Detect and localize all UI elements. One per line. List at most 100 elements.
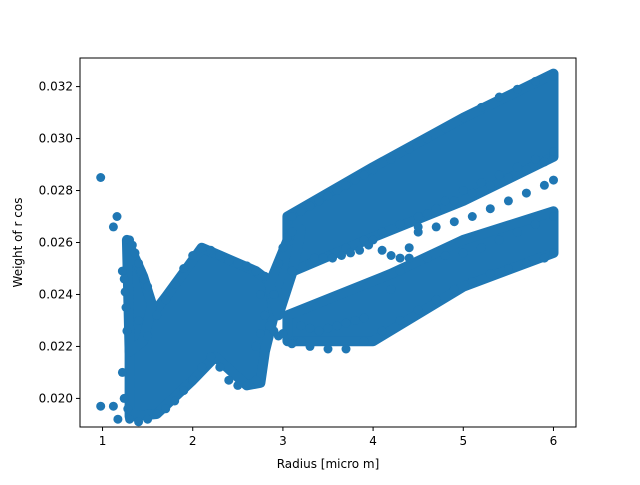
data-point	[440, 251, 450, 260]
data-point	[476, 102, 486, 112]
data-point	[359, 313, 369, 323]
data-point	[136, 266, 146, 276]
data-point	[96, 401, 106, 411]
data-point	[431, 222, 441, 232]
data-point	[134, 316, 144, 325]
data-point	[161, 295, 171, 305]
data-point	[549, 71, 558, 81]
data-point	[476, 178, 486, 188]
data-point	[359, 336, 369, 346]
y-tick-label: 0.028	[39, 184, 73, 198]
x-tick-label: 5	[459, 434, 467, 448]
data-point	[206, 352, 216, 362]
y-tick-label: 0.032	[39, 80, 73, 94]
data-point	[161, 404, 171, 414]
data-point	[476, 243, 486, 253]
data-point	[255, 329, 265, 338]
data-point	[305, 323, 315, 333]
x-tick-label: 6	[550, 434, 558, 448]
data-point	[305, 201, 315, 211]
data-point	[197, 243, 207, 253]
data-point	[127, 240, 137, 250]
data-point	[458, 186, 468, 195]
data-point	[108, 401, 118, 411]
data-point	[458, 113, 468, 123]
data-point	[143, 331, 153, 341]
data-point	[188, 375, 198, 385]
data-point	[264, 321, 274, 331]
data-point	[179, 264, 189, 273]
data-point	[413, 227, 423, 237]
data-point	[206, 245, 216, 255]
data-point	[314, 326, 324, 336]
data-point	[287, 212, 297, 221]
x-tick-label: 1	[99, 434, 107, 448]
data-point	[323, 191, 333, 201]
data-point	[287, 339, 297, 349]
data-point	[319, 253, 328, 263]
data-point	[287, 266, 297, 276]
y-tick-label: 0.020	[39, 391, 73, 405]
x-tick-label: 4	[369, 434, 377, 448]
data-point	[503, 173, 513, 182]
data-point	[323, 323, 333, 333]
data-point	[130, 248, 140, 258]
data-points	[96, 71, 558, 427]
data-point	[440, 123, 450, 133]
data-point	[233, 258, 243, 268]
x-axis-ticks: 1 2 3 4 5 6	[99, 427, 558, 448]
data-point	[337, 251, 346, 260]
data-point	[549, 147, 558, 156]
data-point	[494, 170, 504, 180]
data-point	[494, 235, 504, 245]
data-point	[485, 180, 495, 190]
data-point	[117, 367, 127, 377]
data-point	[539, 253, 549, 263]
data-point	[296, 321, 306, 331]
data-point	[134, 258, 144, 268]
data-point	[449, 196, 459, 206]
data-point	[260, 310, 270, 320]
data-point	[458, 248, 468, 258]
data-point	[512, 84, 522, 94]
data-point	[242, 380, 252, 390]
data-point	[121, 303, 131, 312]
data-point	[485, 204, 495, 214]
data-point	[521, 165, 531, 175]
data-point	[224, 375, 234, 385]
data-point	[341, 344, 351, 354]
data-point	[431, 295, 441, 305]
data-point	[395, 219, 405, 229]
data-point	[170, 396, 180, 406]
data-point	[404, 243, 414, 253]
x-axis-label: Radius [micro m]	[277, 457, 380, 471]
data-point	[143, 282, 153, 292]
data-point	[494, 92, 504, 102]
data-point	[503, 264, 513, 273]
data-point	[512, 227, 522, 237]
data-point	[386, 284, 396, 294]
data-point	[404, 144, 414, 154]
data-point	[197, 362, 207, 372]
y-tick-label: 0.022	[39, 339, 73, 353]
data-point	[346, 248, 355, 258]
data-point	[341, 318, 351, 328]
data-point	[278, 329, 288, 338]
data-point	[395, 266, 405, 276]
data-point	[377, 245, 387, 255]
data-point	[539, 180, 549, 190]
data-point	[467, 212, 477, 221]
data-point	[96, 173, 106, 182]
y-tick-label: 0.030	[39, 132, 73, 146]
data-point	[350, 316, 360, 325]
data-point	[296, 206, 306, 216]
y-axis-ticks: 0.020 0.022 0.024 0.026 0.028 0.030 0.032	[39, 80, 80, 405]
data-point	[273, 258, 283, 268]
data-point	[251, 266, 261, 276]
data-point	[355, 245, 365, 255]
data-point	[179, 386, 189, 396]
data-point	[251, 375, 261, 385]
y-tick-label: 0.026	[39, 236, 73, 250]
data-point	[112, 212, 122, 221]
